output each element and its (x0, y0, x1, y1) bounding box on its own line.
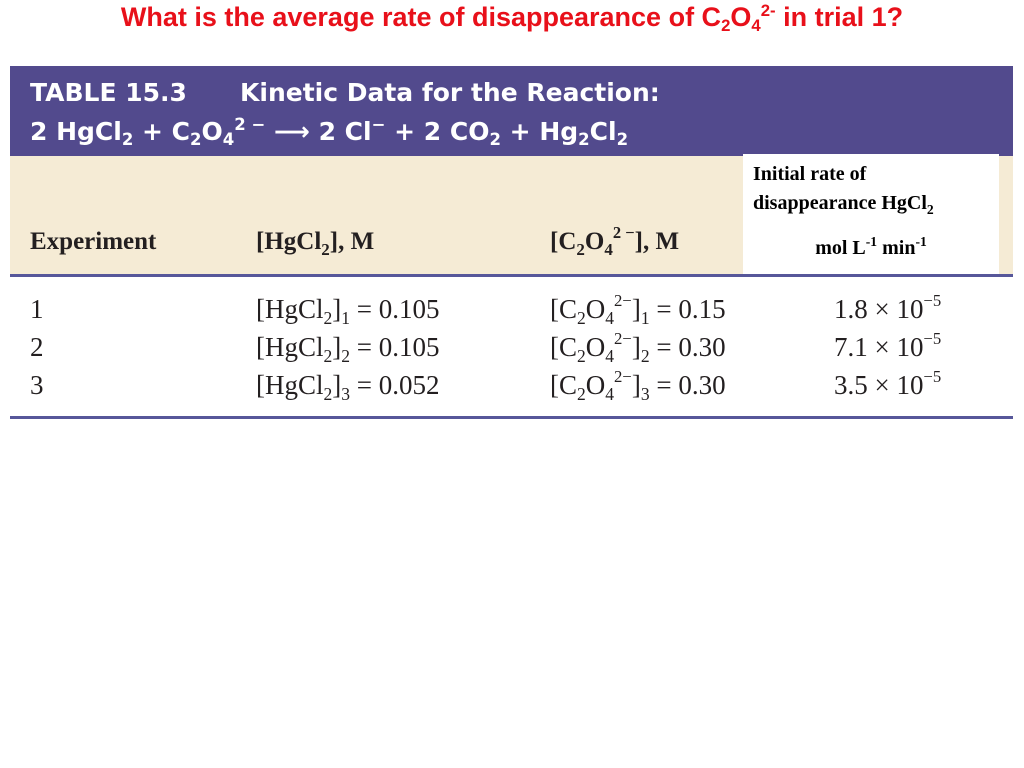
header-initial-rate: Initial rate of disappearance HgCl2 mol … (743, 154, 999, 274)
cell-hgcl2: [HgCl2]3 = 0.052 (256, 370, 440, 404)
cell-experiment: 1 (30, 294, 44, 324)
cell-c2o4: [C2O42−]3 = 0.30 (550, 367, 726, 404)
question-title: What is the average rate of disappearanc… (120, 1, 904, 35)
cell-rate: 7.1 × 10−5 (834, 329, 942, 362)
header-c2o4: [C2O42 −], M (550, 223, 680, 259)
reaction-equation: 2 HgCl2 + C2O42 − ⟶ 2 Cl− + 2 CO2 + Hg2C… (30, 115, 629, 149)
cell-experiment: 2 (30, 332, 44, 362)
table-number: TABLE 15.3 (30, 78, 187, 107)
cell-rate: 1.8 × 10−5 (834, 291, 942, 324)
header-experiment: Experiment (30, 228, 157, 255)
cell-hgcl2: [HgCl2]2 = 0.105 (256, 332, 440, 366)
table-title-band: TABLE 15.3 Kinetic Data for the Reaction:… (10, 66, 1013, 156)
table-bottom-rule (10, 416, 1013, 419)
rate-units: mol L-1 min-1 (815, 234, 927, 259)
cell-c2o4: [C2O42−]2 = 0.30 (550, 329, 726, 366)
cell-hgcl2: [HgCl2]1 = 0.105 (256, 294, 440, 328)
table-row: 3 [HgCl2]3 = 0.052 [C2O42−]3 = 0.30 3.5 … (10, 367, 1013, 408)
table-row: 1 [HgCl2]1 = 0.105 [C2O42−]1 = 0.15 1.8 … (10, 291, 1013, 332)
cell-c2o4: [C2O42−]1 = 0.15 (550, 291, 726, 328)
kinetic-data-table: TABLE 15.3 Kinetic Data for the Reaction:… (10, 66, 1013, 420)
table-row: 2 [HgCl2]2 = 0.105 [C2O42−]2 = 0.30 7.1 … (10, 329, 1013, 370)
table-title: TABLE 15.3 Kinetic Data for the Reaction: (30, 78, 660, 107)
table-title-text: Kinetic Data for the Reaction: (240, 78, 660, 107)
header-hgcl2: [HgCl2], M (256, 228, 375, 259)
cell-experiment: 3 (30, 370, 44, 400)
cell-rate: 3.5 × 10−5 (834, 367, 942, 400)
